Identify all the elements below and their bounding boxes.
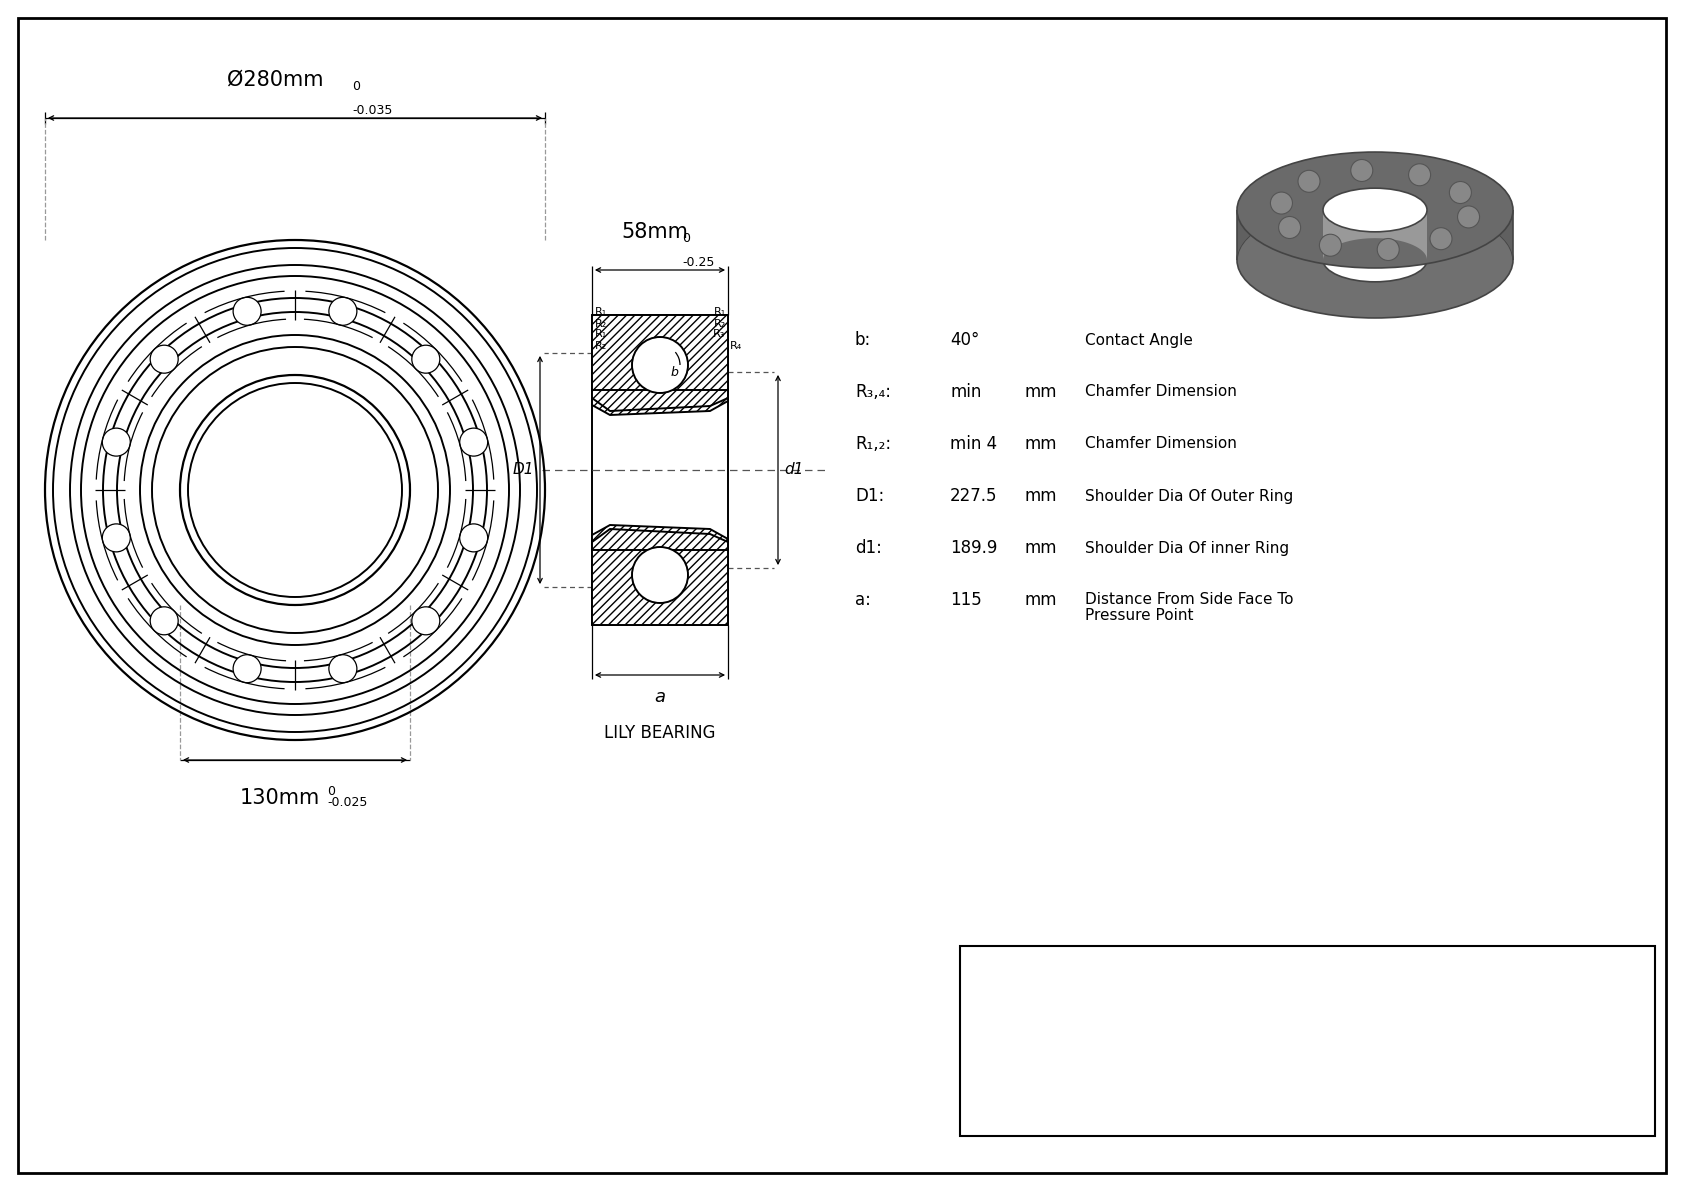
Polygon shape [593, 314, 727, 414]
Polygon shape [593, 525, 727, 625]
Circle shape [232, 655, 261, 682]
Text: Part: Part [1042, 1067, 1078, 1085]
Text: -0.025: -0.025 [327, 796, 367, 809]
Circle shape [103, 524, 130, 551]
Circle shape [1450, 181, 1472, 204]
Text: Shoulder Dia Of inner Ring: Shoulder Dia Of inner Ring [1084, 541, 1290, 555]
Text: R₂: R₂ [594, 319, 608, 329]
Text: R₃: R₃ [712, 329, 726, 339]
Circle shape [328, 298, 357, 325]
Polygon shape [1238, 152, 1512, 260]
Text: mm: mm [1026, 591, 1058, 609]
Text: 227.5: 227.5 [950, 487, 997, 505]
Text: Email: lilybearing@lily-bearing.com: Email: lilybearing@lily-bearing.com [1271, 998, 1543, 1014]
Text: a: a [655, 688, 665, 706]
Circle shape [1298, 170, 1320, 192]
Circle shape [1319, 235, 1342, 256]
Circle shape [1270, 192, 1292, 214]
Text: b: b [670, 367, 679, 380]
Text: mm: mm [1026, 384, 1058, 401]
Text: SHANGHAI LILY BEARING LIMITED: SHANGHAI LILY BEARING LIMITED [1224, 965, 1590, 984]
Circle shape [1408, 164, 1431, 186]
Circle shape [328, 655, 357, 682]
Text: 189.9: 189.9 [950, 540, 997, 557]
Text: Shoulder Dia Of Outer Ring: Shoulder Dia Of Outer Ring [1084, 488, 1293, 504]
Text: 0: 0 [352, 80, 360, 93]
Text: a:: a: [855, 591, 871, 609]
Text: 58mm: 58mm [621, 222, 689, 242]
Ellipse shape [1238, 202, 1512, 318]
Text: D1:: D1: [855, 487, 884, 505]
Bar [960, 946, 1655, 1136]
Text: min: min [950, 384, 982, 401]
Text: Ø280mm: Ø280mm [227, 70, 323, 91]
Text: Pressure Point: Pressure Point [1084, 609, 1194, 624]
Circle shape [150, 607, 179, 635]
Text: Distance From Side Face To: Distance From Side Face To [1084, 592, 1293, 607]
Text: LILY: LILY [1005, 969, 1115, 1017]
Text: R₁: R₁ [714, 307, 726, 317]
Circle shape [1430, 227, 1452, 250]
Text: 115: 115 [950, 591, 982, 609]
Text: ®: ® [1127, 956, 1143, 972]
Text: R₁,₂:: R₁,₂: [855, 435, 891, 453]
Ellipse shape [1324, 238, 1426, 282]
Circle shape [1378, 238, 1399, 261]
Circle shape [413, 345, 440, 373]
Text: Contact Angle: Contact Angle [1084, 332, 1192, 348]
Circle shape [632, 547, 689, 603]
Ellipse shape [44, 238, 547, 742]
Circle shape [1458, 206, 1480, 227]
Text: mm: mm [1026, 435, 1058, 453]
Text: -0.25: -0.25 [682, 256, 714, 269]
Text: R₂: R₂ [594, 341, 608, 351]
Text: mm: mm [1026, 487, 1058, 505]
Text: 0: 0 [682, 232, 690, 245]
Text: b:: b: [855, 331, 871, 349]
Text: Number: Number [1024, 1091, 1096, 1110]
Polygon shape [593, 389, 727, 411]
Text: -0.035: -0.035 [352, 104, 392, 117]
Text: 0: 0 [327, 785, 335, 798]
Text: 130mm: 130mm [239, 788, 320, 807]
Text: Chamfer Dimension: Chamfer Dimension [1084, 436, 1236, 451]
Text: CE7326SI: CE7326SI [1356, 1065, 1458, 1084]
Polygon shape [1324, 188, 1426, 260]
Text: D1: D1 [512, 462, 534, 478]
Circle shape [632, 337, 689, 393]
Ellipse shape [1238, 152, 1512, 268]
Text: 40°: 40° [950, 331, 980, 349]
Text: R₂: R₂ [714, 319, 726, 329]
Circle shape [103, 428, 130, 456]
Polygon shape [593, 529, 727, 550]
Circle shape [413, 607, 440, 635]
Text: d1:: d1: [855, 540, 882, 557]
Circle shape [1278, 217, 1300, 238]
Text: mm: mm [1026, 540, 1058, 557]
Text: R₁: R₁ [594, 329, 608, 339]
Text: LILY BEARING: LILY BEARING [605, 724, 716, 742]
Text: Ceramic Angular Contact Ball Bearings: Ceramic Angular Contact Ball Bearings [1246, 1093, 1568, 1111]
Circle shape [460, 524, 488, 551]
Circle shape [460, 428, 488, 456]
Text: min 4: min 4 [950, 435, 997, 453]
Circle shape [232, 298, 261, 325]
Text: R₄: R₄ [729, 341, 743, 351]
Circle shape [150, 345, 179, 373]
Ellipse shape [1324, 188, 1426, 232]
Text: Chamfer Dimension: Chamfer Dimension [1084, 385, 1236, 399]
Text: d1: d1 [785, 462, 803, 478]
Circle shape [1351, 160, 1372, 181]
Text: R₃,₄:: R₃,₄: [855, 384, 891, 401]
Text: R₁: R₁ [594, 307, 608, 317]
